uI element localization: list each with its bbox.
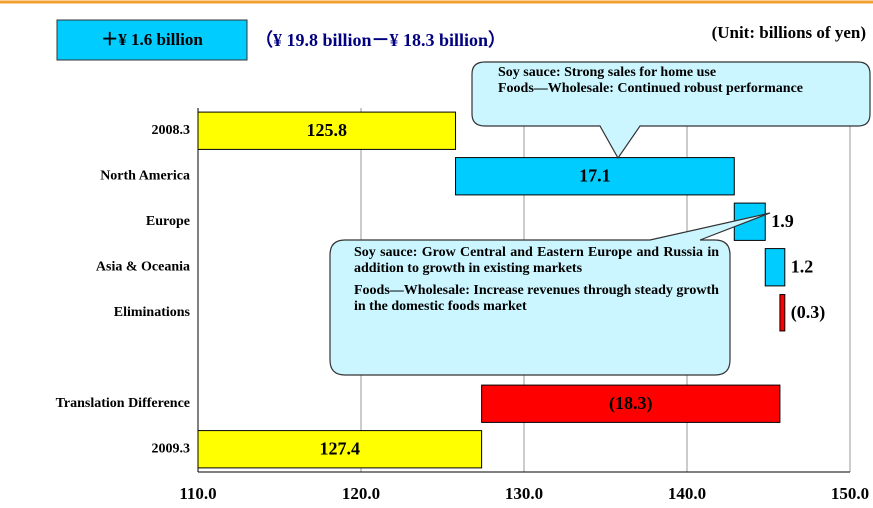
plot: 110.0 120.0 130.0 140.0 150.0 2008.3 125.8 Nort… (56, 108, 869, 503)
callout (329, 212, 771, 376)
x-tick-label: 130.0 (505, 484, 543, 503)
callout (471, 61, 871, 160)
y-tick-label: North America (100, 168, 190, 183)
value-label: (18.3) (609, 393, 653, 414)
note-line: Soy sauce: Grow Central and Eastern Euro… (354, 245, 719, 276)
bar (779, 294, 786, 332)
note-line: Soy sauce: Strong sales for home use (498, 65, 717, 80)
bar (197, 111, 457, 150)
subheader: （¥ 19.8 billion－¥ 18.3 billion） (255, 30, 506, 50)
value-label: 1.9 (771, 211, 794, 231)
value-label: 17.1 (579, 165, 611, 185)
y-tick-label: Asia & Oceania (96, 259, 190, 274)
y-tick-label: Europe (146, 214, 190, 229)
bar (455, 157, 735, 196)
x-tick-label: 140.0 (668, 484, 706, 503)
y-tick-label: Translation Difference (56, 396, 190, 411)
value-label: 1.2 (791, 256, 814, 276)
value-label: 125.8 (307, 120, 348, 140)
y-tick-label: 2008.3 (152, 123, 191, 138)
y-tick-label: Eliminations (114, 305, 191, 320)
x-tick-label: 110.0 (179, 484, 216, 503)
value-label: (0.3) (791, 302, 826, 323)
bar (197, 430, 483, 469)
header-box (56, 19, 248, 61)
bar (764, 248, 786, 287)
value-label: 127.4 (320, 438, 361, 458)
callout-text: Soy sauce: Strong sales for home use Foo… (498, 65, 863, 97)
x-tick-label: 150.0 (831, 484, 869, 503)
note-line: Foods—Wholesale: Continued robust perfor… (498, 81, 804, 96)
header: ＋¥ 1.6 billion (101, 30, 203, 49)
note-line: Foods—Wholesale: Increase revenues throu… (354, 283, 719, 314)
y-tick-label: 2009.3 (152, 441, 191, 456)
x-tick-label: 120.0 (342, 484, 380, 503)
callout-text: Soy sauce: Grow Central and Eastern Euro… (354, 245, 719, 321)
bar (481, 384, 781, 423)
unit: (Unit: billions of yen) (712, 23, 866, 42)
